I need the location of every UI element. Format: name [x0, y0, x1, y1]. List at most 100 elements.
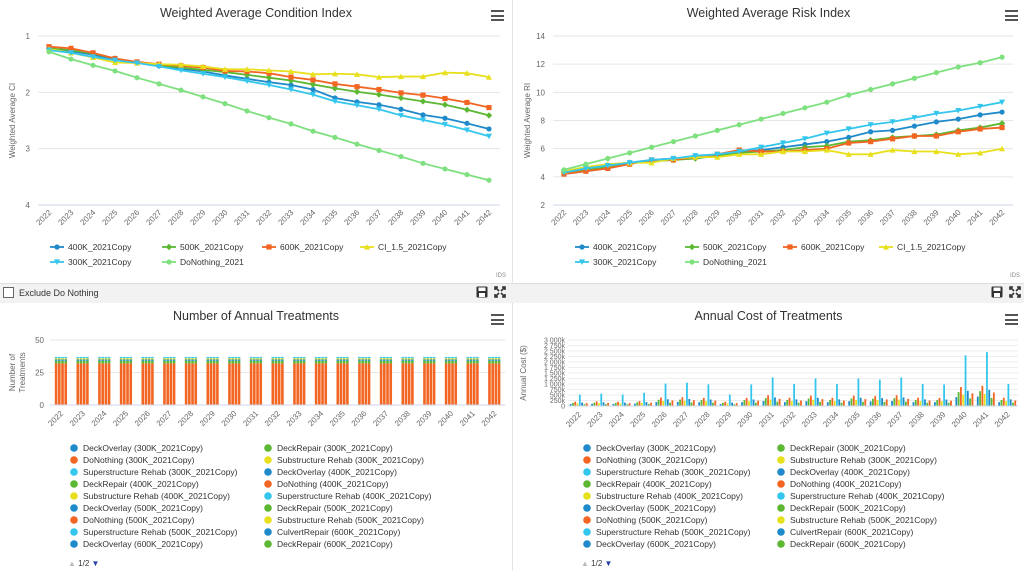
data-point [714, 151, 721, 158]
bar-segment [364, 360, 368, 364]
legend-item[interactable]: DoNothing (300K_2021Copy) [70, 455, 195, 465]
legend-item[interactable]: Substructure Rehab (400K_2021Copy) [70, 491, 230, 501]
series-CI_1.5_2021Copy [46, 45, 492, 80]
bar [666, 399, 669, 406]
bar-segment [188, 359, 191, 361]
legend-item[interactable]: DeckRepair (300K_2021Copy) [777, 443, 906, 453]
legend-item[interactable]: DeckRepair (300K_2021Copy) [264, 443, 393, 453]
data-point [911, 115, 918, 121]
legend-item[interactable]: DeckOverlay (500K_2021Copy) [583, 503, 716, 513]
fullscreen-icon[interactable] [1009, 286, 1021, 301]
bar-segment [228, 360, 231, 364]
legend-item[interactable]: Superstructure Rehab (300K_2021Copy) [583, 467, 751, 477]
x-tick-label: 2030 [725, 208, 744, 227]
legend-item[interactable]: DeckRepair (600K_2021Copy) [777, 539, 906, 549]
legend-item[interactable]: DoNothing (400K_2021Copy) [777, 479, 902, 489]
legend-item[interactable]: DoNothing (500K_2021Copy) [70, 515, 195, 525]
bar [976, 396, 979, 406]
pager-down-icon[interactable]: ▼ [604, 559, 613, 568]
bar [719, 403, 722, 406]
legend-item[interactable]: Superstructure Rehab (400K_2021Copy) [264, 491, 432, 501]
save-icon[interactable] [476, 286, 488, 301]
x-tick-label: 2035 [328, 409, 347, 428]
legend-item[interactable]: Substructure Rehab (400K_2021Copy) [583, 491, 743, 501]
legend-item[interactable]: 600K_2021Copy [783, 242, 865, 252]
data-point [846, 140, 852, 146]
legend-item[interactable]: CI_1.5_2021Copy [879, 242, 966, 252]
legend-item[interactable]: DeckOverlay (300K_2021Copy) [583, 443, 716, 453]
chart-menu-icon[interactable] [1005, 314, 1018, 325]
legend-item[interactable]: Superstructure Rehab (500K_2021Copy) [583, 527, 751, 537]
data-point [579, 244, 585, 250]
legend-item[interactable]: DeckOverlay (300K_2021Copy) [70, 443, 203, 453]
legend-item[interactable]: DoNothing (500K_2021Copy) [583, 515, 708, 525]
bar-segment [472, 363, 476, 405]
legend-item[interactable]: CulvertRepair (600K_2021Copy) [264, 527, 400, 537]
legend-item[interactable]: 300K_2021Copy [575, 257, 657, 267]
legend-item[interactable]: CI_1.5_2021Copy [360, 242, 447, 252]
bar-segment [476, 359, 479, 361]
x-tick-label: 2040 [944, 208, 963, 227]
legend-item[interactable]: DoNothing (300K_2021Copy) [583, 455, 708, 465]
bar [881, 398, 884, 406]
legend-item[interactable]: 500K_2021Copy [685, 242, 767, 252]
legend-item[interactable]: 500K_2021Copy [162, 242, 244, 252]
bar-segment [491, 359, 494, 361]
data-point [310, 77, 316, 83]
bar [733, 404, 736, 406]
bar-segment [383, 359, 386, 361]
legend-item[interactable]: DeckRepair (400K_2021Copy) [583, 479, 712, 489]
legend-item[interactable]: 300K_2021Copy [50, 257, 132, 267]
pager-up-icon[interactable]: ▲ [581, 559, 589, 568]
legend-item[interactable]: DeckRepair (400K_2021Copy) [70, 479, 199, 489]
legend-label: 600K_2021Copy [801, 242, 865, 252]
data-point [955, 116, 961, 122]
data-point [376, 106, 382, 113]
legend-item[interactable]: DoNothing_2021 [685, 257, 767, 267]
bar-segment [64, 363, 68, 405]
legend-item[interactable]: DoNothing (400K_2021Copy) [264, 479, 389, 489]
legend-item[interactable]: Substructure Rehab (300K_2021Copy) [264, 455, 424, 465]
legend-item[interactable]: Substructure Rehab (500K_2021Copy) [264, 515, 424, 525]
legend-item[interactable]: DeckRepair (600K_2021Copy) [264, 539, 393, 549]
legend-item[interactable]: Superstructure Rehab (300K_2021Copy) [70, 467, 238, 477]
legend-item[interactable]: Substructure Rehab (300K_2021Copy) [777, 455, 937, 465]
save-icon[interactable] [991, 286, 1003, 301]
legend-item[interactable]: DeckOverlay (400K_2021Copy) [777, 467, 910, 477]
legend-item[interactable]: Superstructure Rehab (400K_2021Copy) [777, 491, 945, 501]
legend-item[interactable]: Substructure Rehab (500K_2021Copy) [777, 515, 937, 525]
bar-segment [401, 358, 405, 360]
legend-item[interactable]: DeckOverlay (400K_2021Copy) [264, 467, 397, 477]
fullscreen-icon[interactable] [494, 286, 506, 301]
legend-item[interactable]: DeckRepair (500K_2021Copy) [777, 503, 906, 513]
pager-up-icon[interactable]: ▲ [68, 559, 76, 568]
data-point [442, 95, 448, 102]
x-tick-label: 2041 [452, 208, 471, 227]
legend-item[interactable]: DeckOverlay (500K_2021Copy) [70, 503, 203, 513]
bar-segment [129, 360, 133, 364]
legend-item[interactable]: DeckOverlay (600K_2021Copy) [583, 539, 716, 549]
legend-item[interactable]: CulvertRepair (600K_2021Copy) [777, 527, 913, 537]
legend-item[interactable]: 400K_2021Copy [50, 242, 132, 252]
chart-menu-icon[interactable] [1005, 10, 1018, 21]
bar-segment [188, 360, 191, 364]
bar [869, 401, 872, 406]
legend-item[interactable]: 400K_2021Copy [575, 242, 657, 252]
legend-label: DoNothing (500K_2021Copy) [83, 515, 195, 525]
data-point [332, 134, 338, 140]
bar [647, 404, 650, 406]
x-tick-label: 2022 [564, 410, 583, 429]
x-tick-label: 2041 [458, 409, 477, 428]
chart-menu-icon[interactable] [491, 314, 504, 325]
x-tick-label: 2042 [474, 208, 493, 227]
legend-item[interactable]: Superstructure Rehab (500K_2021Copy) [70, 527, 238, 537]
exclude-do-nothing-checkbox[interactable] [3, 287, 14, 298]
legend-item[interactable]: DeckOverlay (600K_2021Copy) [70, 539, 203, 549]
bar-segment [104, 358, 108, 360]
legend-item[interactable]: 600K_2021Copy [262, 242, 344, 252]
legend-item[interactable]: DoNothing_2021 [162, 257, 244, 267]
chart-menu-icon[interactable] [491, 10, 504, 21]
legend-item[interactable]: DeckRepair (500K_2021Copy) [264, 503, 393, 513]
pager-down-icon[interactable]: ▼ [91, 559, 100, 568]
x-tick-label: 2029 [188, 208, 207, 227]
